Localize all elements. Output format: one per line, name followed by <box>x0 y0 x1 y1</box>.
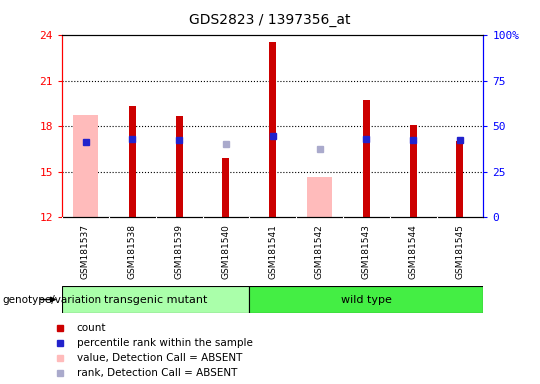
Bar <box>129 106 136 217</box>
Text: GSM181540: GSM181540 <box>221 224 231 279</box>
Text: GSM181543: GSM181543 <box>362 224 371 279</box>
Bar <box>249 286 483 313</box>
Text: percentile rank within the sample: percentile rank within the sample <box>77 338 252 348</box>
Bar <box>409 126 417 217</box>
Text: GDS2823 / 1397356_at: GDS2823 / 1397356_at <box>189 13 351 27</box>
Text: rank, Detection Call = ABSENT: rank, Detection Call = ABSENT <box>77 368 237 378</box>
Text: GSM181538: GSM181538 <box>128 224 137 279</box>
Bar <box>456 141 463 217</box>
Text: GSM181545: GSM181545 <box>455 224 464 279</box>
Text: GSM181537: GSM181537 <box>81 224 90 279</box>
Text: GSM181541: GSM181541 <box>268 224 277 279</box>
Bar <box>307 177 333 217</box>
Bar <box>222 158 230 217</box>
Text: GSM181542: GSM181542 <box>315 224 324 279</box>
Bar <box>72 115 98 217</box>
Text: GSM181544: GSM181544 <box>409 224 417 279</box>
Text: GSM181539: GSM181539 <box>174 224 184 279</box>
Bar <box>176 116 183 217</box>
Text: transgenic mutant: transgenic mutant <box>104 295 207 305</box>
Text: genotype/variation: genotype/variation <box>3 295 102 305</box>
Bar <box>363 100 370 217</box>
Bar <box>62 286 249 313</box>
Text: wild type: wild type <box>341 295 392 305</box>
Text: value, Detection Call = ABSENT: value, Detection Call = ABSENT <box>77 353 242 363</box>
Text: count: count <box>77 323 106 333</box>
Bar <box>269 42 276 217</box>
